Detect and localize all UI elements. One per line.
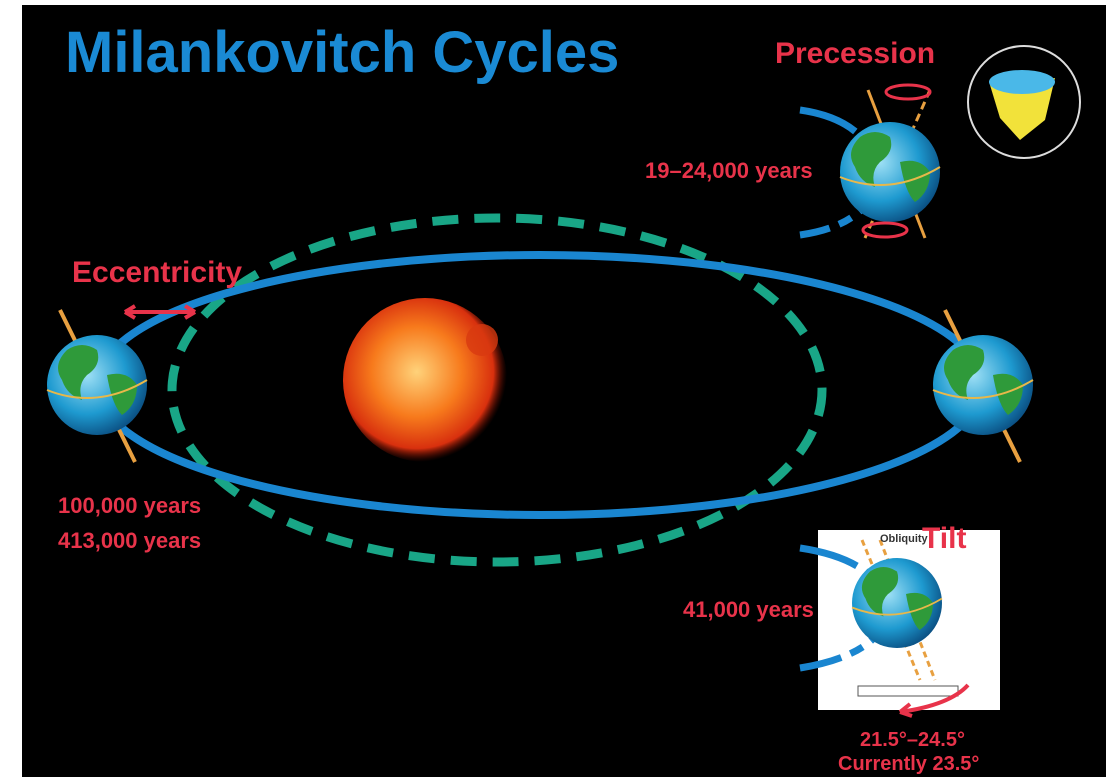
earth: [932, 334, 1034, 436]
earth: [46, 334, 148, 436]
title: Milankovitch Cycles: [65, 20, 619, 85]
earth: [851, 557, 943, 649]
period: 19–24,000 years: [645, 158, 813, 183]
arrow: [123, 304, 197, 320]
rotation-arrow: [884, 83, 932, 101]
spinning-top: [990, 78, 1055, 140]
label: Precession: [775, 37, 935, 70]
orbit-circular: [167, 213, 827, 567]
spinning-top: [989, 70, 1055, 94]
scale-bar: [857, 685, 959, 697]
range: 21.5°–24.5°: [860, 729, 965, 751]
rotation-arrow: [861, 221, 909, 239]
label: Eccentricity: [72, 256, 242, 289]
arrow: [898, 683, 970, 718]
label: Tilt: [922, 522, 966, 555]
inset-label: Obliquity: [880, 533, 929, 545]
period: 413,000 years: [58, 528, 201, 553]
period: 100,000 years: [58, 493, 201, 518]
period: 41,000 years: [683, 597, 814, 622]
sun: [343, 298, 507, 462]
earth: [839, 121, 941, 223]
solar-flare: [466, 324, 498, 356]
current: Currently 23.5°: [838, 753, 979, 775]
